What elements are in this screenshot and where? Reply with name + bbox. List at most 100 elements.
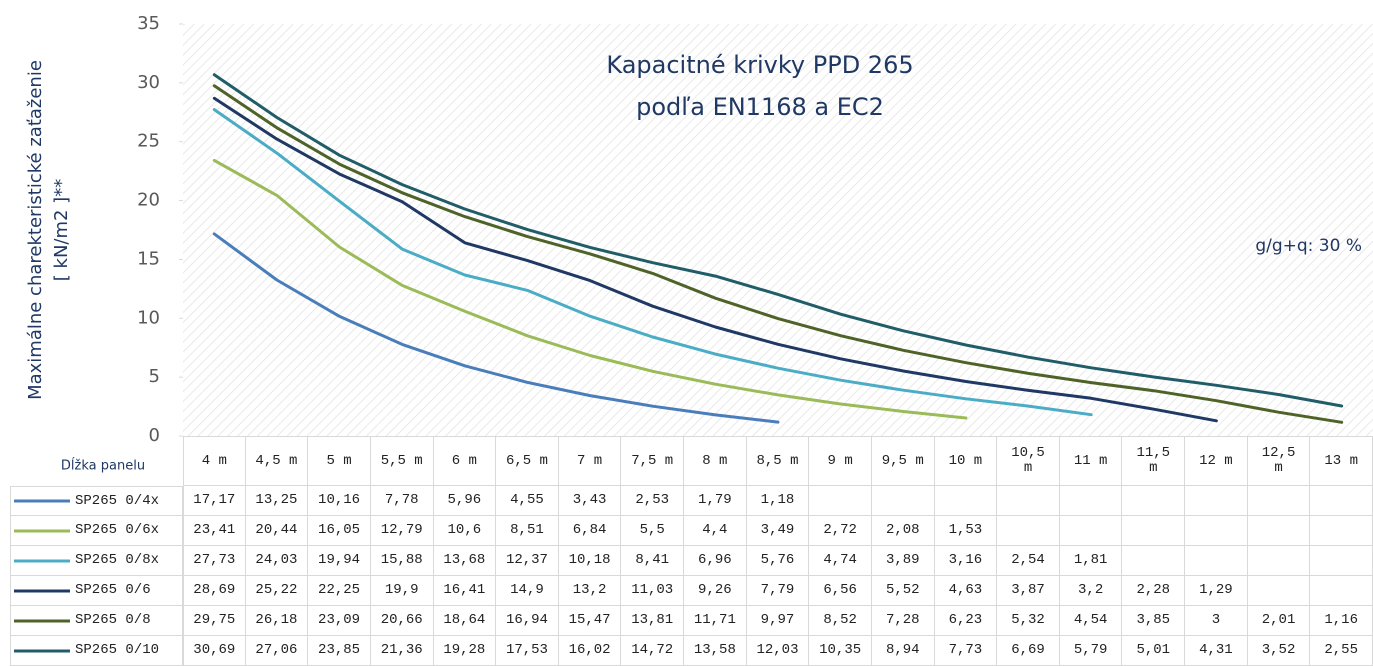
- table-cell: 7,79: [746, 576, 810, 606]
- table-cell: 10,18: [558, 546, 622, 576]
- x-axis-title: Dĺžka panelu: [61, 458, 145, 474]
- table-cell: 28,69: [183, 576, 246, 606]
- plot-background: [183, 24, 1373, 436]
- y-tick-label: 15: [137, 248, 160, 269]
- table-cell: [997, 486, 1060, 516]
- series-line: [212, 96, 1218, 423]
- table-cell: 19,9: [370, 576, 434, 606]
- table-cell: 11,71: [684, 606, 747, 636]
- table-cell: 3,85: [1122, 606, 1186, 636]
- table-cell: [1310, 486, 1373, 516]
- table-header-cell: 12 m: [1185, 436, 1248, 486]
- y-axis-title: [ kN/m2 ]**: [51, 179, 72, 281]
- table-cell: [1185, 516, 1248, 546]
- y-tick-label: 30: [137, 72, 160, 93]
- table-cell: [1122, 516, 1186, 546]
- table-cell: 3,43: [558, 486, 622, 516]
- table-cell: 1,53: [934, 516, 998, 546]
- table-cell: 24,03: [245, 546, 309, 576]
- table-header-cell: 7,5 m: [621, 436, 685, 486]
- table-cell: [809, 486, 872, 516]
- table-cell: 2,53: [621, 486, 685, 516]
- table-cell: 13,81: [621, 606, 685, 636]
- legend-entry: SP265 0/8x: [10, 546, 183, 576]
- table-cell: 3,2: [1059, 576, 1123, 606]
- chart-title: Kapacitné krivky PPD 265: [606, 51, 913, 79]
- series-line: [212, 232, 780, 424]
- chart-title: podľa EN1168 a EC2: [636, 93, 884, 121]
- table-cell: 2,08: [871, 516, 935, 546]
- table-cell: 5,5: [621, 516, 685, 546]
- table-cell: 1,79: [684, 486, 747, 516]
- y-tick-label: 35: [137, 13, 160, 34]
- table-cell: 23,09: [308, 606, 371, 636]
- table-cell: 8,52: [809, 606, 872, 636]
- table-cell: 6,96: [684, 546, 747, 576]
- table-header-cell: 11,5 m: [1122, 436, 1186, 486]
- table-cell: 20,44: [245, 516, 309, 546]
- table-cell: 18,64: [433, 606, 497, 636]
- table-header-cell: 4 m: [183, 436, 246, 486]
- table-cell: 7,78: [370, 486, 434, 516]
- table-cell: 2,28: [1122, 576, 1186, 606]
- table-cell: 27,73: [183, 546, 246, 576]
- y-tick-label: 25: [137, 131, 160, 152]
- table-cell: [1122, 546, 1186, 576]
- table-cell: 11,03: [621, 576, 685, 606]
- table-cell: 26,18: [245, 606, 309, 636]
- table-cell: [1247, 516, 1311, 546]
- table-cell: 4,74: [809, 546, 872, 576]
- table-cell: 10,16: [308, 486, 371, 516]
- series-line: [212, 73, 1344, 408]
- table-cell: [1310, 576, 1373, 606]
- table-header-cell: 4,5 m: [245, 436, 309, 486]
- table-cell: 13,68: [433, 546, 497, 576]
- table-cell: 3,16: [934, 546, 998, 576]
- table-cell: 8,41: [621, 546, 685, 576]
- table-cell: 29,75: [183, 606, 246, 636]
- table-header-cell: 9,5 m: [871, 436, 935, 486]
- series-line: [212, 108, 1093, 417]
- y-tick-label: 0: [149, 425, 160, 446]
- table-cell: 16,94: [496, 606, 559, 636]
- table-cell: 4,54: [1059, 606, 1123, 636]
- table-header-cell: 10 m: [934, 436, 998, 486]
- table-cell: 6,23: [934, 606, 998, 636]
- table-header-cell: 5,5 m: [370, 436, 434, 486]
- y-axis-title: Maximálne charekteristické zaťaženie: [25, 60, 46, 400]
- table-cell: 9,26: [684, 576, 747, 606]
- table-cell: [1122, 486, 1186, 516]
- table-cell: 22,25: [308, 576, 371, 606]
- table-cell: 3,89: [871, 546, 935, 576]
- table-cell: 1,16: [1310, 606, 1373, 636]
- table-cell: 15,47: [558, 606, 622, 636]
- table-cell: [997, 516, 1060, 546]
- legend-entry: SP265 0/4x: [10, 486, 183, 516]
- table-cell: 10,6: [433, 516, 497, 546]
- table-cell: [1310, 546, 1373, 576]
- table-cell: 6,56: [809, 576, 872, 606]
- table-cell: 20,66: [370, 606, 434, 636]
- table-cell: 4,63: [934, 576, 998, 606]
- table-cell: [1247, 576, 1311, 606]
- legend-entry: SP265 0/6: [10, 576, 183, 606]
- table-header-cell: 6 m: [433, 436, 497, 486]
- table-cell: [934, 486, 998, 516]
- table-cell: 12,79: [370, 516, 434, 546]
- table-cell: 25,22: [245, 576, 309, 606]
- table-cell: 2,01: [1247, 606, 1311, 636]
- y-tick-label: 20: [137, 190, 160, 211]
- table-cell: 5,76: [746, 546, 810, 576]
- table-cell: 3,87: [997, 576, 1060, 606]
- table-cell: 2,54: [997, 546, 1060, 576]
- table-cell: 5,32: [997, 606, 1060, 636]
- table-cell: 8,51: [496, 516, 559, 546]
- table-cell: 5,52: [871, 576, 935, 606]
- table-header-cell: 5 m: [308, 436, 371, 486]
- table-header-cell: 13 m: [1310, 436, 1373, 486]
- table-cell: 1,29: [1185, 576, 1248, 606]
- table-header-cell: 8,5 m: [746, 436, 810, 486]
- table-cell: 16,41: [433, 576, 497, 606]
